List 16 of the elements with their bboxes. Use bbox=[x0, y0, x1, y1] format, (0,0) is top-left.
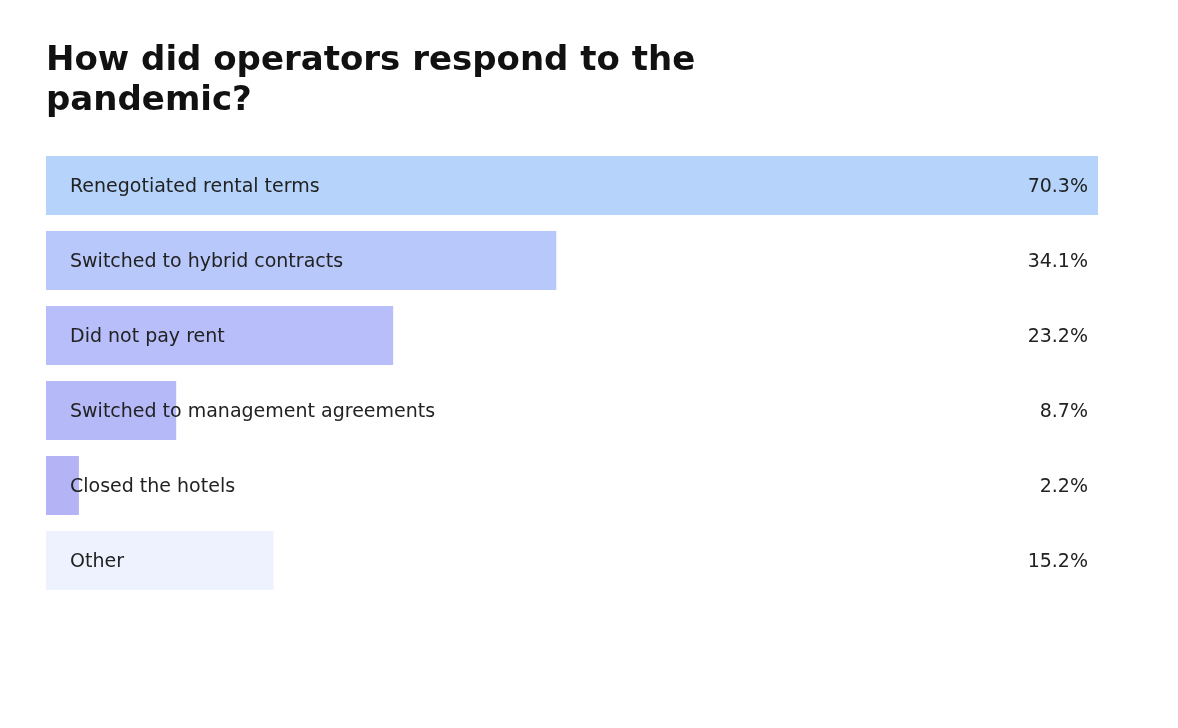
bar bbox=[46, 306, 394, 365]
y-tick-label: Switched to hybrid contracts bbox=[70, 248, 344, 271]
data-label: 15.2% bbox=[1027, 548, 1088, 571]
data-label: 70.3% bbox=[1027, 173, 1088, 196]
y-tick-label: Other bbox=[70, 548, 125, 571]
data-label: 8.7% bbox=[1039, 398, 1088, 421]
y-tick-label: Renegotiated rental terms bbox=[70, 173, 320, 196]
y-tick-label: Did not pay rent bbox=[70, 323, 225, 346]
data-label: 34.1% bbox=[1027, 248, 1088, 271]
data-label: 23.2% bbox=[1027, 323, 1088, 346]
y-tick-label: Closed the hotels bbox=[70, 473, 236, 496]
bar bbox=[46, 231, 557, 290]
y-tick-label: Switched to management agreements bbox=[70, 398, 436, 421]
chart-title: How did operators respond to the pandemic? bbox=[46, 38, 697, 118]
data-label: 2.2% bbox=[1039, 473, 1088, 496]
bar bbox=[46, 156, 1098, 215]
